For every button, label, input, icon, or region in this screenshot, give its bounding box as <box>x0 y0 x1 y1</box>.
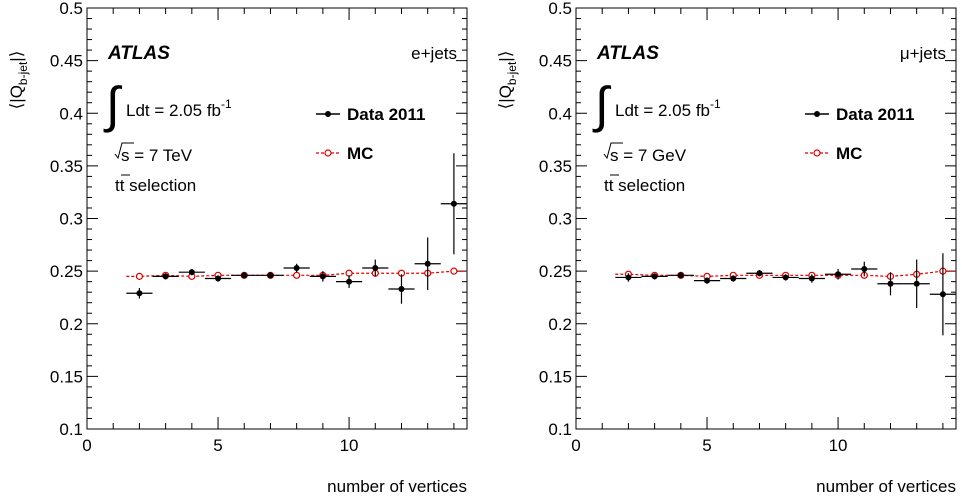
data-point <box>808 275 815 282</box>
legend-data-marker <box>325 111 331 117</box>
x-tick-label: 5 <box>702 436 711 455</box>
x-axis-label: number of vertices <box>327 477 467 496</box>
sqrt-symbol <box>603 142 623 160</box>
data-point <box>450 200 457 207</box>
y-tick-label: 0.2 <box>59 315 83 334</box>
y-tick-label: 0.3 <box>548 210 572 229</box>
sqrt-symbol <box>114 142 134 160</box>
y-tick-label: 0.5 <box>59 0 83 18</box>
mc-point <box>450 267 458 275</box>
y-tick-label: 0.1 <box>59 420 83 439</box>
data-point <box>730 275 737 282</box>
data-point <box>136 290 143 297</box>
x-tick-label: 5 <box>213 436 222 455</box>
energy-label: s = 7 TeV <box>121 146 193 165</box>
legend-mc-marker <box>324 149 332 157</box>
y-tick-label: 0.15 <box>50 367 83 386</box>
y-tick-label: 0.25 <box>539 262 572 281</box>
data-point <box>398 286 405 293</box>
y-tick-label: 0.4 <box>59 104 83 123</box>
y-tick-label: 0.2 <box>548 315 572 334</box>
data-point <box>835 271 842 278</box>
y-tick-label: 0.15 <box>539 367 572 386</box>
y-tick-label: 0.5 <box>548 0 572 18</box>
data-point <box>215 275 222 282</box>
plot-frame <box>86 7 468 430</box>
plot-frame <box>575 7 957 430</box>
x-tick-label: 10 <box>829 436 848 455</box>
x-tick-label: 0 <box>82 436 91 455</box>
data-point <box>913 280 920 287</box>
selection-label: tt selection <box>115 176 196 195</box>
channel-label: e+jets <box>411 44 457 63</box>
mc-point <box>345 269 353 277</box>
data-point <box>782 274 789 281</box>
data-point <box>241 272 248 279</box>
panel-e-jets: 0.1 0.15 0.2 0.25 0.3 0.35 0.4 0.45 0.5 0 5 10 numbe… <box>7 0 468 496</box>
mc-point <box>293 271 301 279</box>
legend-data-label: Data 2011 <box>347 105 425 124</box>
data-point <box>162 273 169 280</box>
data-point <box>677 272 684 279</box>
y-tick-label: 0.35 <box>539 157 572 176</box>
lumi-label: Ldt = 2.05 fb-1 <box>615 97 721 120</box>
data-point <box>372 264 379 271</box>
y-axis-label: ⟨|Qb-jet|⟩ <box>7 51 30 110</box>
x-tick-label: 0 <box>571 436 580 455</box>
integral-symbol: ∫ <box>103 77 123 133</box>
data-point <box>756 270 763 277</box>
y-tick-label: 0.25 <box>50 262 83 281</box>
lumi-label: Ldt = 2.05 fb-1 <box>126 97 232 120</box>
data-point <box>625 274 632 281</box>
legend-mc-label: MC <box>836 144 862 163</box>
data-point <box>651 273 658 280</box>
data-point <box>704 277 711 284</box>
legend-mc-marker <box>813 149 821 157</box>
atlas-label: ATLAS <box>107 43 170 64</box>
y-tick-label: 0.4 <box>548 104 572 123</box>
y-tick-label: 0.45 <box>539 52 572 71</box>
data-point <box>319 273 326 280</box>
legend-data-label: Data 2011 <box>836 105 914 124</box>
legend-mc-label: MC <box>347 144 373 163</box>
y-tick-label: 0.45 <box>50 52 83 71</box>
x-tick-label: 10 <box>340 436 359 455</box>
panel-mu-jets: 0.1 0.15 0.2 0.25 0.3 0.35 0.4 0.45 0.5 0 5 10 numbe… <box>496 0 957 496</box>
y-axis-label: ⟨|Qb-jet|⟩ <box>496 51 519 110</box>
y-tick-label: 0.3 <box>59 210 83 229</box>
atlas-label: ATLAS <box>596 43 659 64</box>
energy-label: s = 7 GeV <box>610 146 687 165</box>
y-tick-label: 0.1 <box>548 420 572 439</box>
selection-label: tt selection <box>604 176 685 195</box>
data-point <box>424 260 431 267</box>
data-point <box>939 291 946 298</box>
integral-symbol: ∫ <box>592 77 612 133</box>
data-point <box>346 278 353 285</box>
y-tick-label: 0.35 <box>50 157 83 176</box>
legend-data-marker <box>814 111 820 117</box>
data-point <box>887 280 894 287</box>
x-axis-label: number of vertices <box>816 477 956 496</box>
data-point <box>188 269 195 276</box>
data-point <box>293 264 300 271</box>
data-point <box>861 266 868 273</box>
data-point <box>267 272 274 279</box>
channel-label: μ+jets <box>900 44 946 63</box>
mc-point <box>135 272 144 280</box>
